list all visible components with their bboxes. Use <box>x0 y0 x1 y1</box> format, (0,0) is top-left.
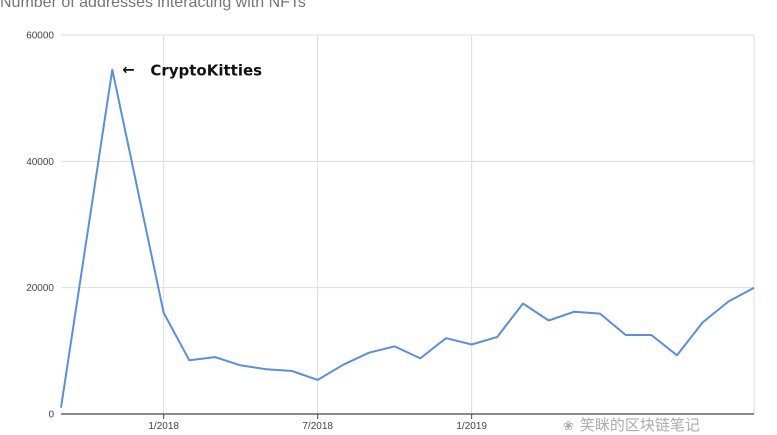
annotation-label: CryptoKitties <box>150 62 262 80</box>
watermark: ❀ 笑眯的区块链笔记 <box>563 414 700 435</box>
series-layer <box>60 68 755 408</box>
annotations: ← CryptoKitties <box>122 61 262 80</box>
x-tick-label: 1/2019 <box>456 421 487 432</box>
chart-title: Number of addresses interacting with NFT… <box>0 0 306 11</box>
grid <box>61 34 755 414</box>
y-tick-label: 0 <box>48 410 54 421</box>
y-tick-label: 20000 <box>26 283 54 294</box>
series-line <box>60 68 755 408</box>
x-tick-label: 1/2018 <box>148 421 179 432</box>
wechat-icon: ❀ <box>563 418 574 433</box>
watermark-text: 笑眯的区块链笔记 <box>579 417 700 434</box>
y-tick-label: 40000 <box>26 157 54 168</box>
annotation-arrow: ← <box>122 61 135 79</box>
axes: 0 20000 40000 60000 1/2018 7/2018 1/2019 <box>26 31 754 432</box>
x-tick-label: 7/2018 <box>302 421 333 432</box>
y-tick-label: 60000 <box>26 31 54 42</box>
